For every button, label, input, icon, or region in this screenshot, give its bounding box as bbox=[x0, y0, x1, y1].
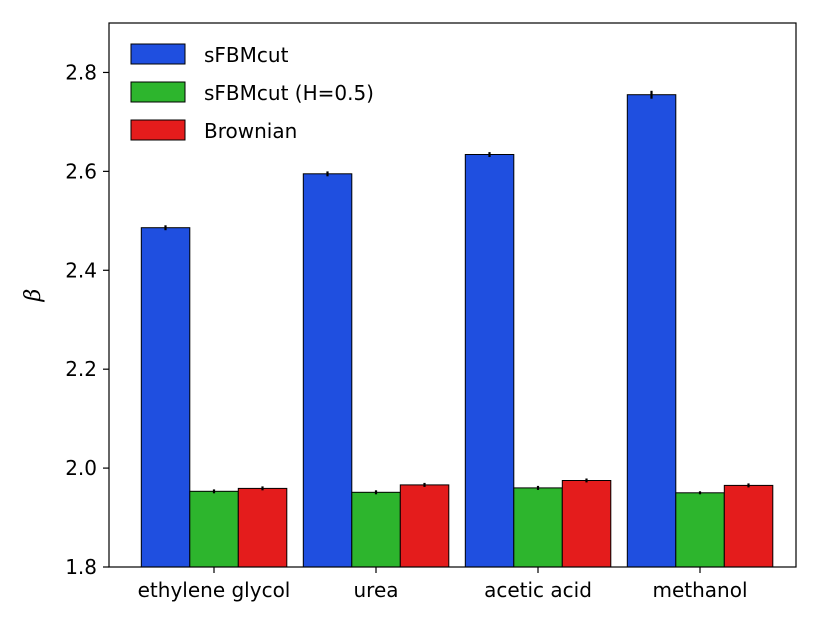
y-tick-label: 1.8 bbox=[65, 555, 97, 579]
y-tick-label: 2.0 bbox=[65, 456, 97, 480]
y-axis-title: β bbox=[21, 289, 46, 303]
y-tick-label: 2.2 bbox=[65, 357, 97, 381]
y-tick-label: 2.8 bbox=[65, 60, 97, 84]
bar-brownian-methanol bbox=[723, 484, 774, 568]
x-tick-label: methanol bbox=[652, 578, 747, 602]
bar-sfbmcut-acetic-acid bbox=[464, 154, 515, 568]
bar-sfbmcut-h-0-5--acetic-acid bbox=[513, 487, 563, 568]
legend-swatch bbox=[130, 81, 186, 103]
bar-sfbmcut-urea bbox=[302, 173, 353, 568]
y-tick-label: 2.6 bbox=[65, 159, 97, 183]
bar-brownian-urea bbox=[399, 484, 450, 568]
legend-label: sFBMcut bbox=[204, 43, 289, 67]
bar-brownian-acetic-acid bbox=[561, 480, 612, 568]
bars-layer bbox=[140, 94, 774, 568]
x-tick-label: ethylene glycol bbox=[138, 578, 291, 602]
bar-sfbmcut-h-0-5--urea bbox=[351, 491, 401, 568]
legend-label: sFBMcut (H=0.5) bbox=[204, 81, 374, 105]
legend-swatch bbox=[130, 43, 186, 65]
bar-sfbmcut-h-0-5--ethylene-glycol bbox=[189, 490, 239, 568]
bar-sfbmcut-h-0-5--methanol bbox=[675, 492, 725, 568]
plot-frame bbox=[108, 22, 797, 568]
errorbars-layer bbox=[164, 90, 750, 495]
bar-sfbmcut-methanol bbox=[626, 94, 677, 568]
legend-swatch bbox=[130, 119, 186, 141]
x-axis: ethylene glycol urea acetic acid methanol bbox=[138, 567, 748, 602]
legend: sFBMcut sFBMcut (H=0.5) Brownian bbox=[130, 43, 374, 143]
y-tick-label: 2.4 bbox=[65, 258, 97, 282]
x-tick-label: urea bbox=[353, 578, 398, 602]
y-axis: 1.8 2.0 2.2 2.4 2.6 2.8 bbox=[65, 60, 109, 579]
x-tick-label: acetic acid bbox=[484, 578, 592, 602]
bar-brownian-ethylene-glycol bbox=[237, 487, 288, 568]
legend-label: Brownian bbox=[204, 119, 297, 143]
bar-sfbmcut-ethylene-glycol bbox=[140, 227, 191, 568]
